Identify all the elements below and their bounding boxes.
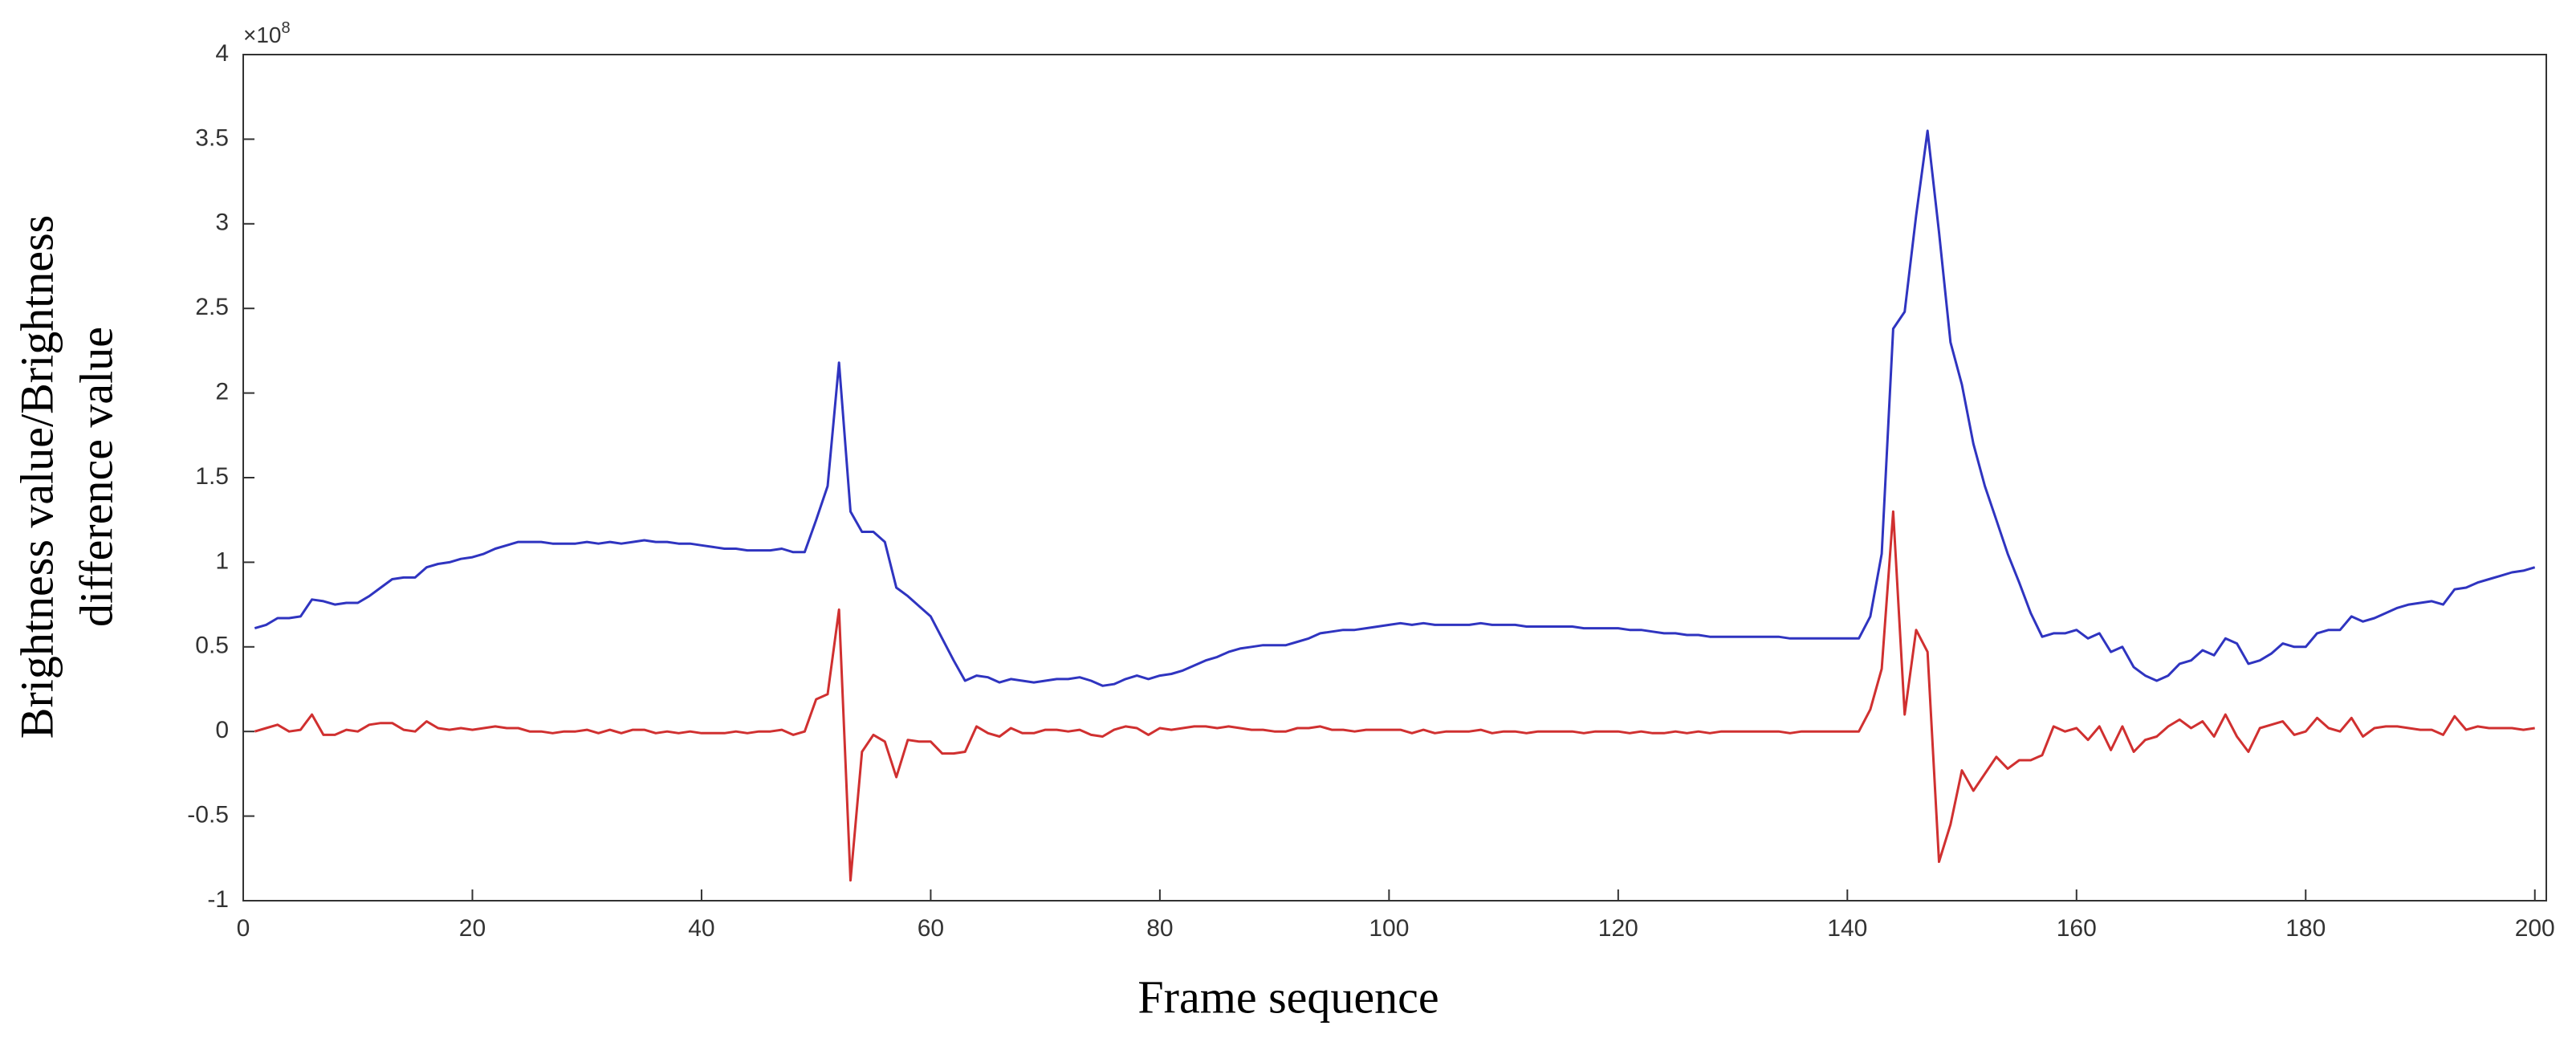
data-line <box>254 510 2535 882</box>
y-axis-label: difference value <box>70 327 122 627</box>
x-tick-label: 60 <box>918 915 944 942</box>
x-tick-label: 180 <box>2285 915 2326 942</box>
y-tick-label: 2.5 <box>195 294 229 320</box>
y-tick-label: 3.5 <box>195 124 229 151</box>
x-axis-label: Frame sequence <box>1137 971 1439 1023</box>
y-axis-label-group: Brightness value/Brightness <box>10 215 63 739</box>
y-tick-label: 2 <box>215 379 229 405</box>
y-tick-label: -0.5 <box>187 802 229 828</box>
x-tick-label: 200 <box>2515 915 2555 942</box>
y-tick-label: -1 <box>207 886 229 913</box>
y-tick-label: 3 <box>215 210 229 236</box>
y-tick-label: 1.5 <box>195 463 229 490</box>
y-multiplier-base: ×10 <box>243 22 282 47</box>
y-tick-label: 0.5 <box>195 633 229 659</box>
y-tick-label: 0 <box>215 717 229 743</box>
y-axis-label: Brightness value/Brightness <box>10 215 63 739</box>
plot-frame <box>242 54 2547 902</box>
x-tick-label: 140 <box>1827 915 1867 942</box>
y-axis-label-group: difference value <box>70 327 122 627</box>
x-tick-label: 0 <box>237 915 250 942</box>
data-line <box>254 129 2536 687</box>
x-tick-label: 100 <box>1369 915 1409 942</box>
x-tick-label: 80 <box>1146 915 1173 942</box>
x-tick-label: 40 <box>688 915 714 942</box>
x-tick-label: 20 <box>459 915 486 942</box>
y-tick-label: 4 <box>215 40 229 67</box>
y-multiplier: ×108 <box>243 19 291 47</box>
x-tick-label: 160 <box>2057 915 2097 942</box>
x-tick-label: 120 <box>1598 915 1638 942</box>
y-tick-label: 1 <box>215 547 229 574</box>
y-multiplier-exponent: 8 <box>282 19 291 37</box>
